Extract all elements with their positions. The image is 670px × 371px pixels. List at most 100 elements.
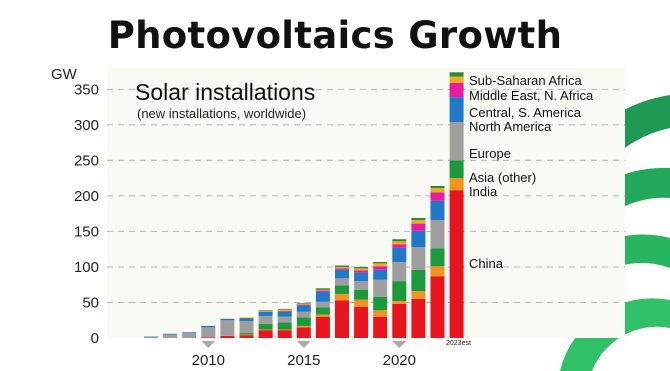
bar-segment [277,309,292,311]
y-tick-label: 300 [74,117,99,134]
bar-segment [392,261,407,282]
bar-segment [335,265,349,267]
bar-segment [315,291,330,302]
legend-entry: China [469,256,504,271]
y-tick-label: 100 [74,259,99,276]
bar-segment [258,315,273,324]
bar-segment [182,333,197,338]
bar-segment [430,188,445,193]
bar-segment [392,244,407,248]
legend-entry: Central, S. America [469,105,582,120]
legend-entry: Middle East, N. Africa [469,88,594,103]
bar-segment [315,288,330,290]
bar-segment [411,269,426,292]
bar-segment [449,190,464,338]
chart-title: Solar installations [135,79,315,105]
bar-segment [296,325,311,328]
bar-segment [258,323,273,330]
bar-segment [411,291,426,299]
bar-segment [296,317,311,326]
x-tick-label: 2015 [287,352,320,369]
bar-segment [392,301,407,304]
legend-entry: Europe [469,146,511,161]
bar-segment [449,82,464,98]
bar-segment [258,330,273,338]
bar-segment [335,268,349,270]
bar-segment [354,272,369,282]
bar-segment [411,247,426,270]
bar-segment [315,289,330,291]
bar-stacks [144,72,464,338]
bar-segment [449,72,464,77]
bar-segment [296,327,311,338]
bar-segment [430,266,445,277]
bar-segment [315,290,330,292]
x-tick-marker-icon [296,341,311,348]
bar-segment [354,266,369,269]
bar-segment [449,76,464,83]
bar-segment [373,296,388,311]
bar-segment [239,334,254,336]
bar-segment [354,268,369,271]
bar-segment [392,239,407,242]
bar-segment [335,300,349,338]
bar-segment [354,306,369,338]
bar-segment [258,311,273,316]
bar-segment [335,266,349,269]
bar-segment [239,335,254,338]
y-tick-label: 250 [74,152,99,169]
bar-segment [373,310,388,317]
bar-segment [373,279,388,297]
bar-segment [315,314,330,317]
bar-segment [392,247,407,262]
bar-segment [163,334,178,338]
y-tick-label: 150 [74,223,99,240]
bar-segment [373,266,388,270]
bar-segment [411,223,426,231]
bar-segment [373,261,388,264]
bar-segment [411,217,426,221]
bar-segment [182,332,197,334]
bar-segment [315,307,330,315]
bar-segment [315,316,330,338]
bar-segment [392,241,407,245]
bar-segment [277,311,292,317]
bar-segment [277,311,292,312]
x-tick-marker-icon [392,341,407,348]
bar-segment [315,301,330,308]
bar-segment [144,337,158,338]
bar-segment [373,263,388,267]
bar-segment [354,281,369,290]
bar-segment [296,311,311,318]
bar-segment [163,333,178,335]
bar-segment [335,269,349,279]
bar-segment [220,320,235,336]
bar-segment [220,318,235,321]
x-tick-label: 2020 [383,352,416,369]
bar-segment [373,316,388,338]
bar-segment [449,97,464,122]
bar-segment [296,304,311,306]
bar-segment [392,303,407,338]
legend-entry: North America [469,119,552,134]
bar-segment [430,192,445,201]
bar-segment [354,270,369,273]
bar-segment [392,281,407,302]
bar-segment [449,178,464,191]
y-axis: 0 50 100 150 200 250 300 350 [74,81,99,347]
bar-segment [258,311,273,312]
bar-segment [430,200,445,221]
bar-segment [296,303,311,305]
bar-segment [258,329,273,331]
legend-entry: India [469,184,498,199]
bar-segment [430,220,445,249]
y-tick-label: 50 [82,294,99,311]
y-tick-label: 200 [74,188,99,205]
bar-segment [277,316,292,323]
bar-segment [201,337,216,338]
bar-segment [449,122,464,161]
bar-segment [335,293,349,301]
bar-segment [354,299,369,307]
bar-segment [411,230,426,248]
